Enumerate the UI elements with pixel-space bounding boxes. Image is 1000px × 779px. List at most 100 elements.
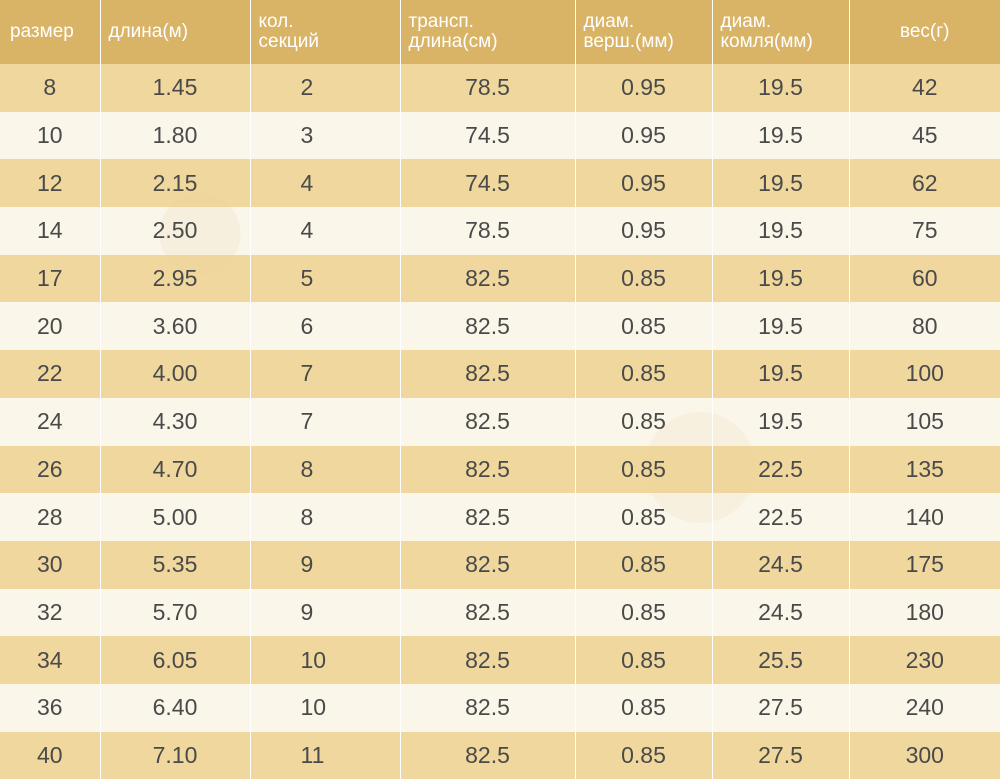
cell-transport-length: 78.5 bbox=[400, 64, 576, 112]
cell-sections: 10 bbox=[250, 683, 401, 732]
table-row: 12 2.15 4 74.5 0.95 19.5 62 bbox=[0, 159, 1000, 208]
table-row: 30 5.35 9 82.5 0.85 24.5 175 bbox=[0, 540, 1000, 589]
cell-sections: 6 bbox=[250, 302, 401, 351]
table-row: 22 4.00 7 82.5 0.85 19.5 100 bbox=[0, 350, 1000, 398]
cell-tip-diameter: 0.85 bbox=[575, 302, 713, 351]
cell-tip-diameter: 0.85 bbox=[575, 350, 713, 398]
cell-size: 10 bbox=[0, 111, 101, 160]
cell-tip-diameter: 0.85 bbox=[575, 397, 713, 446]
cell-butt-diameter: 19.5 bbox=[712, 254, 850, 303]
cell-transport-length: 78.5 bbox=[400, 207, 576, 255]
cell-tip-diameter: 0.85 bbox=[575, 445, 713, 494]
table-row: 32 5.70 9 82.5 0.85 24.5 180 bbox=[0, 588, 1000, 637]
cell-size: 36 bbox=[0, 683, 101, 732]
cell-sections: 9 bbox=[250, 540, 401, 589]
cell-size: 17 bbox=[0, 254, 101, 303]
cell-weight: 175 bbox=[849, 540, 1000, 589]
cell-size: 26 bbox=[0, 445, 101, 494]
cell-length: 6.40 bbox=[100, 683, 251, 732]
cell-length: 6.05 bbox=[100, 636, 251, 684]
cell-butt-diameter: 19.5 bbox=[712, 159, 850, 208]
header-butt-diameter: диам. комля(мм) bbox=[712, 0, 850, 64]
cell-length: 5.35 bbox=[100, 540, 251, 589]
cell-sections: 4 bbox=[250, 159, 401, 208]
cell-length: 5.70 bbox=[100, 588, 251, 637]
cell-transport-length: 82.5 bbox=[400, 588, 576, 637]
cell-length: 5.00 bbox=[100, 493, 251, 541]
cell-transport-length: 74.5 bbox=[400, 111, 576, 160]
cell-weight: 60 bbox=[849, 254, 1000, 303]
cell-tip-diameter: 0.95 bbox=[575, 159, 713, 208]
cell-sections: 7 bbox=[250, 397, 401, 446]
table-row: 24 4.30 7 82.5 0.85 19.5 105 bbox=[0, 397, 1000, 446]
cell-length: 2.95 bbox=[100, 254, 251, 303]
cell-length: 2.50 bbox=[100, 207, 251, 255]
cell-butt-diameter: 19.5 bbox=[712, 350, 850, 398]
cell-length: 4.30 bbox=[100, 397, 251, 446]
cell-size: 30 bbox=[0, 540, 101, 589]
table-row: 14 2.50 4 78.5 0.95 19.5 75 bbox=[0, 207, 1000, 255]
table-row: 40 7.10 11 82.5 0.85 27.5 300 bbox=[0, 731, 1000, 779]
cell-weight: 75 bbox=[911, 217, 938, 244]
cell-size: 24 bbox=[0, 397, 101, 446]
cell-transport-length: 82.5 bbox=[400, 540, 576, 589]
cell-size: 8 bbox=[0, 64, 101, 112]
header-length: длина(м) bbox=[100, 0, 251, 64]
cell-butt-diameter: 25.5 bbox=[712, 636, 850, 684]
cell-sections: 10 bbox=[250, 636, 401, 684]
cell-size: 40 bbox=[0, 731, 101, 779]
cell-butt-diameter: 24.5 bbox=[712, 588, 850, 637]
cell-sections: 2 bbox=[250, 64, 401, 112]
cell-sections: 3 bbox=[250, 111, 401, 160]
cell-length: 2.15 bbox=[100, 159, 251, 208]
cell-sections: 9 bbox=[250, 588, 401, 637]
cell-tip-diameter: 0.85 bbox=[575, 636, 713, 684]
cell-transport-length: 82.5 bbox=[400, 493, 576, 541]
cell-butt-diameter: 27.5 bbox=[712, 731, 850, 779]
cell-transport-length: 82.5 bbox=[400, 731, 576, 779]
cell-tip-diameter: 0.85 bbox=[575, 683, 713, 732]
cell-transport-length: 74.5 bbox=[400, 159, 576, 208]
cell-tip-diameter: 0.95 bbox=[575, 64, 713, 112]
cell-weight: 62 bbox=[849, 159, 1000, 208]
cell-transport-length: 82.5 bbox=[400, 302, 576, 351]
cell-size: 32 bbox=[0, 588, 101, 637]
cell-sections: 8 bbox=[250, 493, 401, 541]
cell-weight: 140 bbox=[905, 503, 944, 530]
table-row: 28 5.00 8 82.5 0.85 22.5 140 bbox=[0, 493, 1000, 541]
cell-transport-length: 82.5 bbox=[400, 636, 576, 684]
header-transport-length: трансп. длина(см) bbox=[400, 0, 576, 64]
cell-butt-diameter: 19.5 bbox=[712, 207, 850, 255]
cell-length: 7.10 bbox=[100, 731, 251, 779]
cell-sections: 8 bbox=[250, 445, 401, 494]
header-size: размер bbox=[0, 0, 101, 64]
header-weight: вес(г) bbox=[849, 0, 1000, 64]
cell-size: 14 bbox=[0, 207, 101, 255]
cell-length: 1.80 bbox=[100, 111, 251, 160]
cell-length: 4.70 bbox=[100, 445, 251, 494]
cell-transport-length: 82.5 bbox=[400, 445, 576, 494]
cell-butt-diameter: 22.5 bbox=[712, 493, 850, 541]
table-row: 20 3.60 6 82.5 0.85 19.5 80 bbox=[0, 302, 1000, 351]
cell-butt-diameter: 22.5 bbox=[712, 445, 850, 494]
cell-butt-diameter: 27.5 bbox=[712, 683, 850, 732]
cell-transport-length: 82.5 bbox=[400, 397, 576, 446]
cell-butt-diameter: 24.5 bbox=[712, 540, 850, 589]
cell-tip-diameter: 0.85 bbox=[575, 493, 713, 541]
cell-tip-diameter: 0.95 bbox=[575, 111, 713, 160]
cell-weight: 180 bbox=[905, 598, 944, 625]
cell-weight: 100 bbox=[849, 350, 1000, 398]
cell-butt-diameter: 19.5 bbox=[712, 111, 850, 160]
cell-tip-diameter: 0.95 bbox=[575, 207, 713, 255]
cell-weight: 135 bbox=[849, 445, 1000, 494]
cell-weight: 300 bbox=[849, 731, 1000, 779]
cell-sections: 4 bbox=[250, 207, 401, 255]
table-row: 17 2.95 5 82.5 0.85 19.5 60 bbox=[0, 254, 1000, 303]
cell-transport-length: 82.5 bbox=[400, 350, 576, 398]
cell-transport-length: 82.5 bbox=[400, 254, 576, 303]
cell-sections: 11 bbox=[250, 731, 401, 779]
cell-size: 22 bbox=[0, 350, 101, 398]
cell-length: 1.45 bbox=[100, 64, 251, 112]
cell-transport-length: 82.5 bbox=[400, 683, 576, 732]
